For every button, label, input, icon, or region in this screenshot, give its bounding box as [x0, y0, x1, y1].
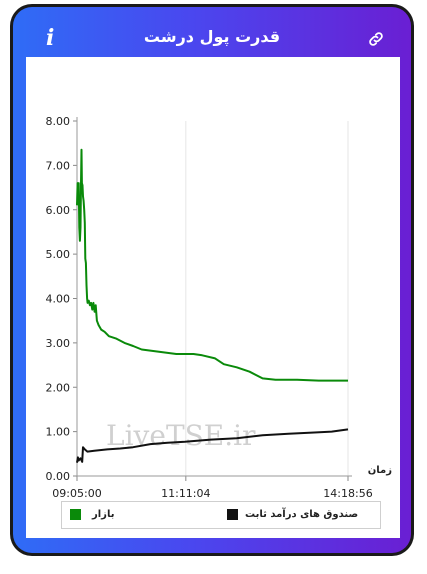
chart-grid — [185, 121, 349, 476]
legend-label-fund: صندوق های درآمد ثابت — [245, 509, 359, 520]
x-tick-label: 09:05:00 — [52, 487, 101, 500]
widget-header: i قدرت پول درشت — [13, 7, 411, 57]
y-tick-label: 8.00 — [46, 115, 71, 128]
legend-label-market: بازار — [92, 509, 115, 520]
y-tick-label: 0.00 — [46, 470, 71, 483]
y-tick-label: 1.00 — [46, 426, 71, 439]
legend-item-fund[interactable]: صندوق های درآمد ثابت — [227, 508, 377, 522]
x-tick-label: 14:18:56 — [323, 487, 372, 500]
widget-title: قدرت پول درشت — [143, 27, 281, 46]
series-layer — [76, 148, 349, 463]
chart-panel: LiveTSE.ir 0.00 1.00 2.00 3.00 4.00 5.00 6.00 7… — [26, 57, 400, 538]
legend-swatch-fund — [227, 509, 238, 520]
link-icon[interactable] — [367, 30, 385, 48]
x-axis-title: زمان — [368, 465, 392, 476]
widget-frame: i قدرت پول درشت LiveTSE.ir 0.00 1.00 2.00 3… — [13, 7, 411, 553]
y-tick-label: 4.00 — [46, 293, 71, 306]
chart-legend: صندوق های درآمد ثابت بازار — [61, 501, 381, 529]
series-line-market[interactable] — [76, 148, 348, 382]
y-tick-label: 2.00 — [46, 381, 71, 394]
y-tick-label: 5.00 — [46, 248, 71, 261]
y-tick-label: 3.00 — [46, 337, 71, 350]
widget-card: i قدرت پول درشت LiveTSE.ir 0.00 1.00 2.00 3… — [10, 4, 414, 556]
y-tick-label: 6.00 — [46, 204, 71, 217]
legend-swatch-market — [70, 509, 81, 520]
chart-axes: 0.00 1.00 2.00 3.00 4.00 5.00 6.00 7.00 8.00 09:0… — [46, 115, 373, 500]
x-tick-label: 11:11:04 — [161, 487, 210, 500]
legend-item-market[interactable]: بازار — [70, 508, 130, 522]
y-tick-label: 7.00 — [46, 159, 71, 172]
series-line-fund[interactable] — [76, 428, 349, 463]
line-chart: LiveTSE.ir 0.001.002.003.004.005.006.007… — [46, 115, 393, 500]
info-icon[interactable]: i — [46, 25, 55, 51]
